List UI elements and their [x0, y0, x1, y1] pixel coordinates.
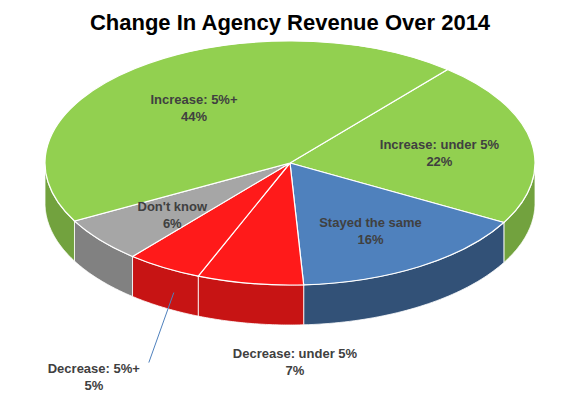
- label-category: Decrease: 5%+: [48, 361, 141, 376]
- data-label: Decrease: 5%+ 5%: [48, 361, 141, 393]
- data-label: Decrease: under 5% 7%: [233, 346, 358, 378]
- leader-line: [149, 293, 174, 363]
- title: Change In Agency Revenue Over 2014: [90, 10, 491, 35]
- label-category: Don't know: [138, 199, 208, 214]
- data-label: Stayed the same 16%: [319, 215, 422, 247]
- label-category: Increase: 5%+: [150, 92, 237, 107]
- label-value: 5%: [84, 378, 103, 393]
- slice: [45, 41, 447, 221]
- label-category: Stayed the same: [319, 215, 422, 230]
- label-value: 16%: [357, 232, 383, 247]
- label-value: 44%: [181, 109, 207, 124]
- pie: [45, 41, 535, 325]
- label-category: Increase: under 5%: [380, 137, 500, 152]
- data-labels: Increase: under 5% 22% Stayed the same 16% D…: [48, 92, 500, 392]
- data-label: Increase: 5%+ 44%: [150, 92, 237, 124]
- slice: [290, 163, 504, 285]
- pie-top: [45, 41, 535, 285]
- label-value: 22%: [426, 154, 452, 169]
- label-value: 7%: [286, 363, 305, 378]
- data-label: Don't know 6%: [138, 199, 208, 231]
- label-category: Decrease: under 5%: [233, 346, 358, 361]
- chart: Change In Agency Revenue Over 2014 Increa…: [0, 0, 580, 409]
- data-label: Increase: under 5% 22%: [380, 137, 500, 169]
- label-value: 6%: [163, 216, 182, 231]
